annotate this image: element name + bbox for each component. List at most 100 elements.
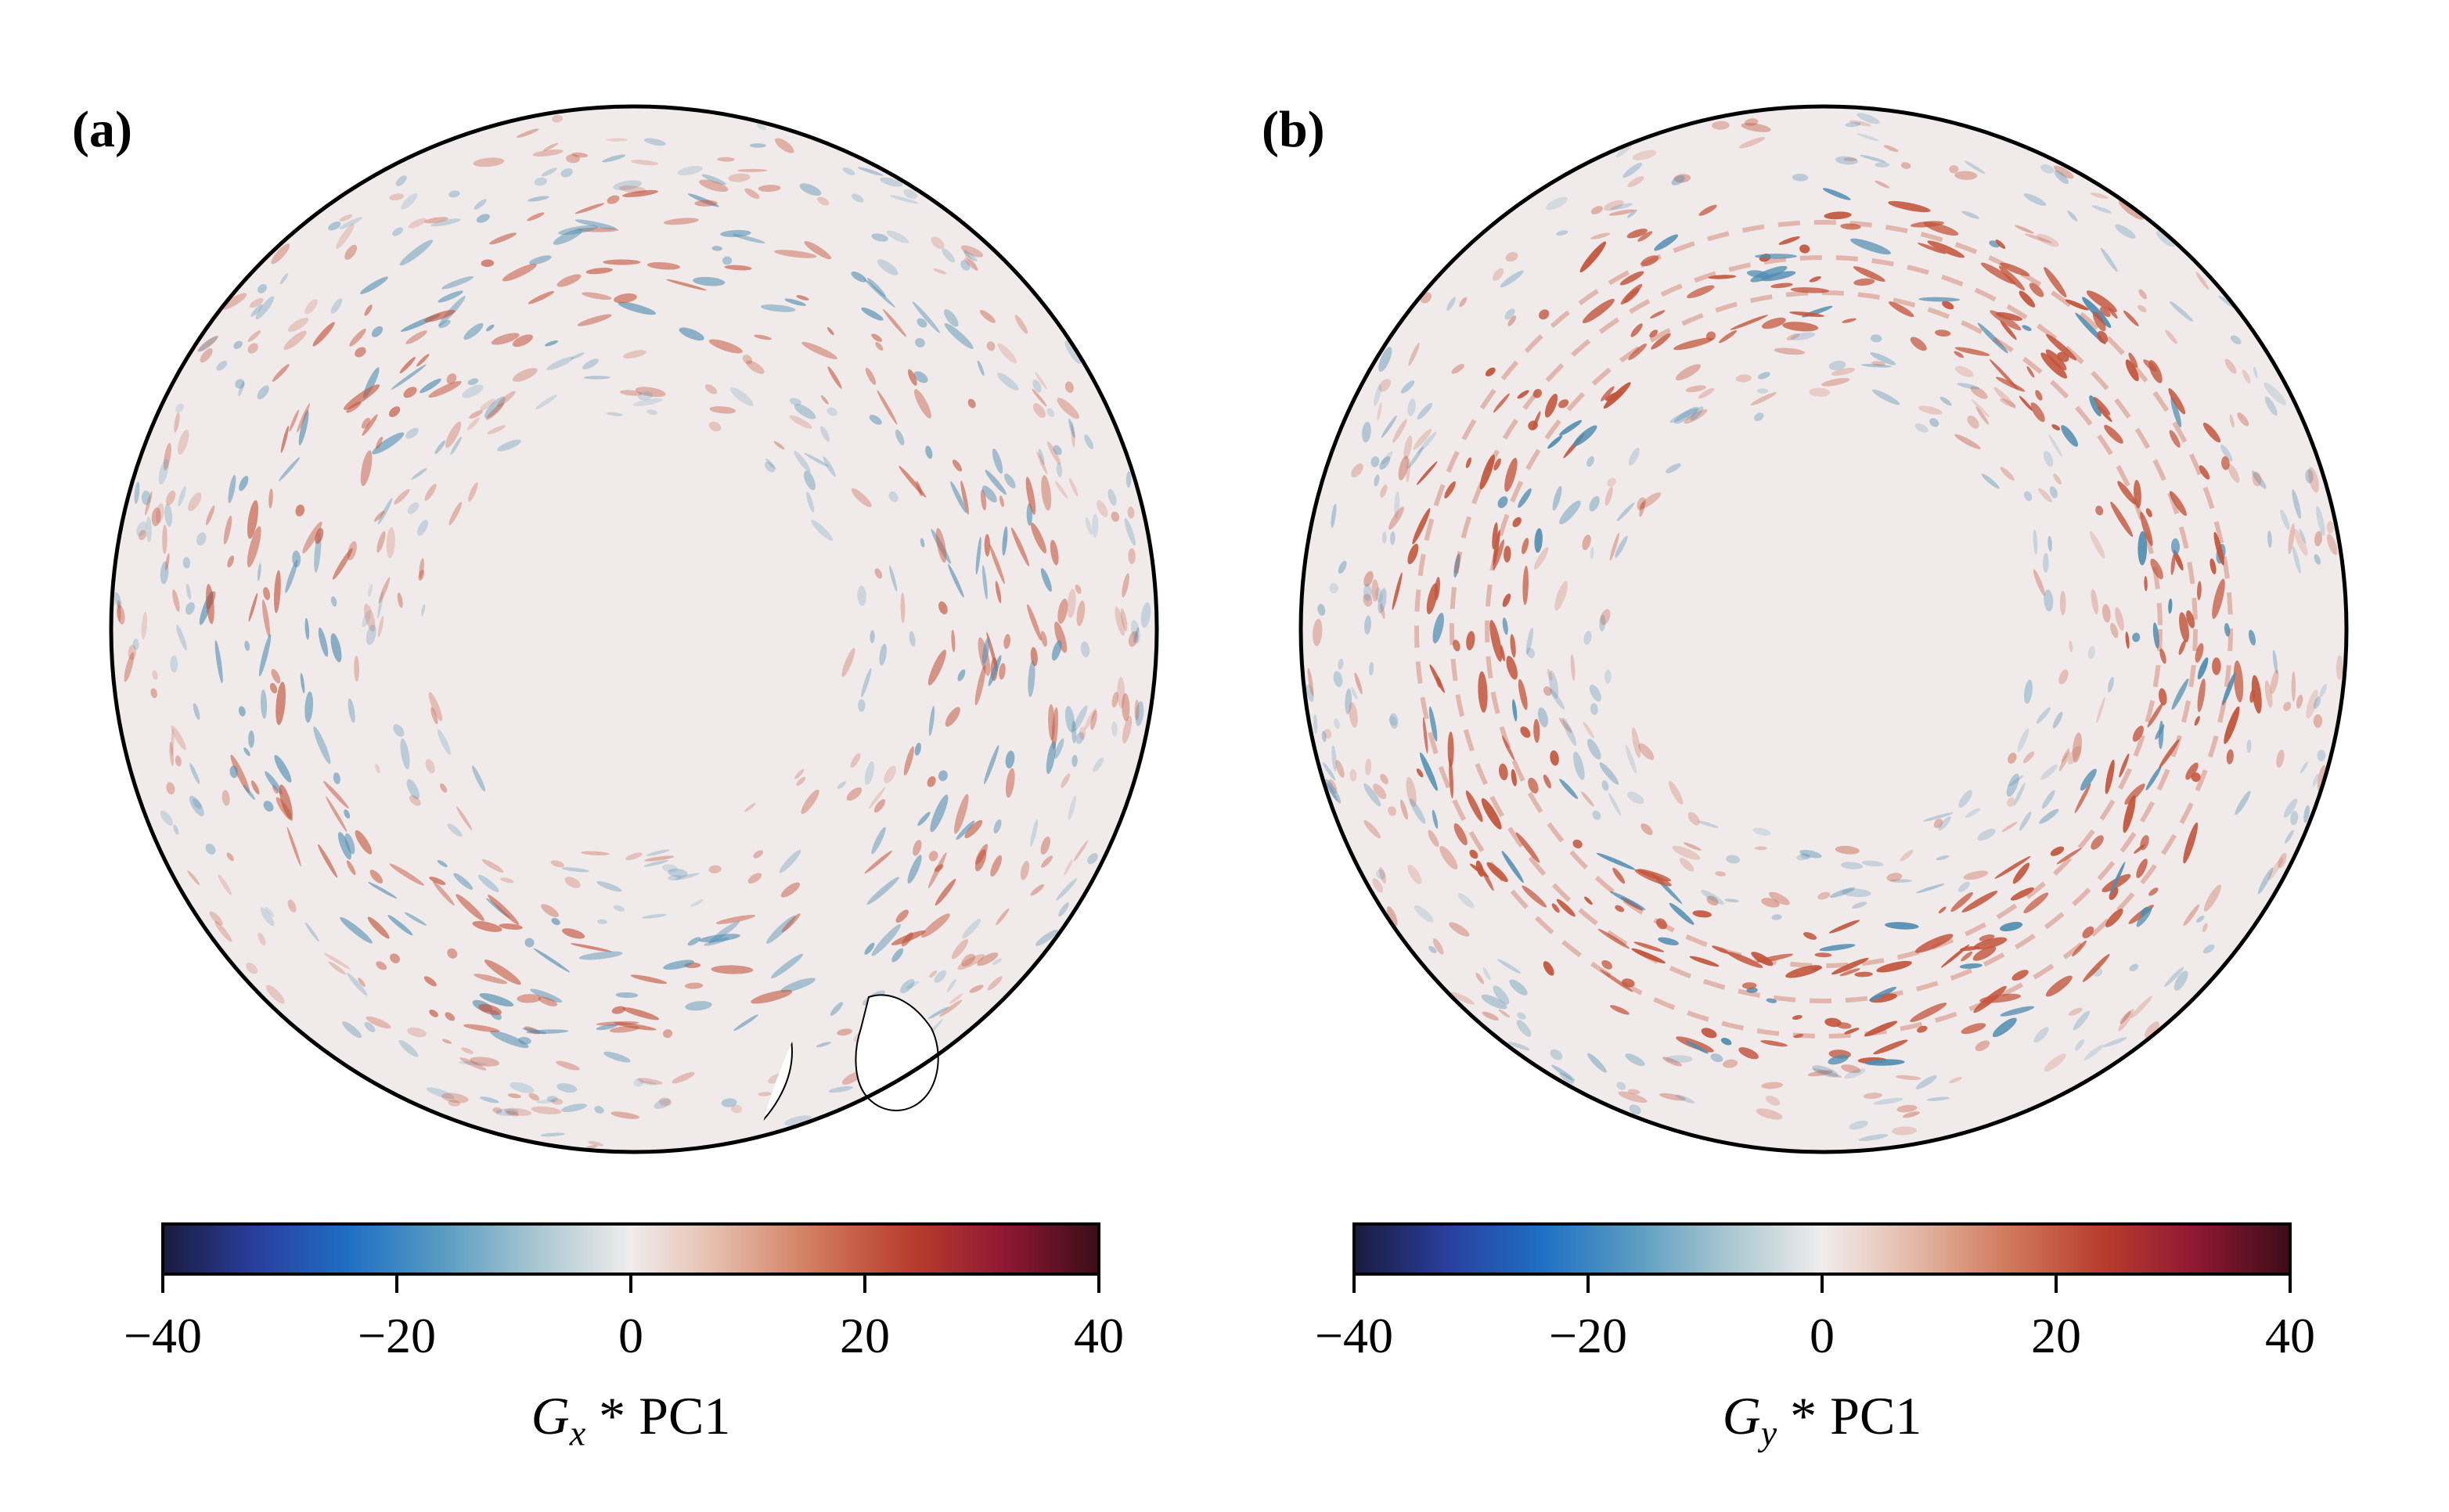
anomaly-blob xyxy=(1812,1068,1842,1078)
anomaly-blob xyxy=(1628,343,1647,361)
anomaly-blob xyxy=(877,390,898,425)
anomaly-blob xyxy=(533,948,571,973)
anomaly-blob xyxy=(171,725,186,751)
anomaly-blob xyxy=(1900,162,1911,169)
anomaly-blob xyxy=(1517,1012,1526,1020)
anomaly-blob xyxy=(1701,1028,1717,1039)
anomaly-blob xyxy=(1803,931,1817,940)
anomaly-blob xyxy=(1117,677,1125,709)
anomaly-blob xyxy=(1608,793,1622,816)
anomaly-blob xyxy=(928,705,935,736)
anomaly-blob xyxy=(1979,934,1995,941)
anomaly-blob xyxy=(1790,287,1829,293)
anomaly-blob xyxy=(2314,531,2323,547)
anomaly-blob xyxy=(1852,902,1867,909)
anomaly-blob xyxy=(846,787,863,801)
anomaly-blob xyxy=(1666,463,1681,473)
anomaly-blob xyxy=(914,743,921,756)
anomaly-blob xyxy=(462,384,484,398)
anomaly-blob xyxy=(864,761,874,785)
anomaly-blob xyxy=(337,832,351,860)
acc-front-band xyxy=(1414,220,2233,1039)
anomaly-blob xyxy=(430,218,461,227)
anomaly-blob xyxy=(1807,1070,1833,1077)
anomaly-blob xyxy=(900,979,915,993)
anomaly-blob xyxy=(607,195,620,204)
anomaly-blob xyxy=(576,227,619,232)
anomaly-blob xyxy=(2130,995,2153,1019)
anomaly-blob xyxy=(615,992,639,999)
anomaly-blob xyxy=(1092,513,1099,538)
anomaly-blob xyxy=(934,970,947,983)
anomaly-blob xyxy=(1036,451,1048,475)
anomaly-blob xyxy=(421,603,426,617)
anomaly-blob xyxy=(1610,1005,1630,1015)
anomaly-blob xyxy=(1046,408,1055,417)
anomaly-blob xyxy=(1489,620,1503,662)
anomaly-blob xyxy=(423,309,456,322)
anomaly-blob xyxy=(1363,593,1373,607)
anomaly-blob xyxy=(1502,593,1511,607)
anomaly-blob xyxy=(875,342,884,351)
anomaly-blob xyxy=(1942,301,1954,310)
anomaly-blob xyxy=(1386,905,1398,927)
anomaly-blob xyxy=(1057,398,1080,419)
anomaly-blob xyxy=(474,199,487,210)
anomaly-blob xyxy=(675,873,700,880)
anomaly-blob xyxy=(527,196,549,202)
anomaly-blob xyxy=(532,149,564,157)
anomaly-blob xyxy=(997,343,1017,364)
anomaly-blob xyxy=(1601,959,1612,970)
anomaly-blob xyxy=(779,849,801,873)
anomaly-blob xyxy=(1032,388,1047,407)
anomaly-blob xyxy=(2046,333,2077,361)
anomaly-blob xyxy=(1977,828,1996,841)
anomaly-blob xyxy=(1910,221,1945,228)
anomaly-blob xyxy=(423,217,448,224)
anomaly-blob xyxy=(114,592,122,609)
anomaly-blob xyxy=(330,633,342,663)
colorbar-a-tick-label: 0 xyxy=(618,1308,643,1363)
anomaly-blob xyxy=(1918,297,1961,302)
anomaly-blob xyxy=(1064,340,1082,364)
acc-front-band xyxy=(1485,290,2163,968)
anomaly-blob xyxy=(1596,852,1636,870)
anomaly-blob xyxy=(2257,867,2274,895)
anomaly-blob xyxy=(1135,700,1144,726)
anomaly-blob xyxy=(1622,162,1642,178)
anomaly-blob xyxy=(1609,891,1646,910)
anomaly-blob xyxy=(2061,748,2070,763)
anomaly-blob xyxy=(1559,1072,1574,1084)
anomaly-blob xyxy=(263,587,271,600)
anomaly-blob xyxy=(1133,627,1140,643)
anomaly-blob xyxy=(2010,887,2034,901)
anomaly-blob xyxy=(531,1106,562,1114)
anomaly-blob xyxy=(594,1106,604,1114)
anomaly-blob xyxy=(2026,365,2035,378)
anomaly-blob xyxy=(1380,773,1388,785)
anomaly-blob xyxy=(1025,477,1036,515)
anomaly-blob xyxy=(2336,655,2343,680)
anomaly-blob xyxy=(1590,232,1611,239)
anomaly-blob xyxy=(2008,775,2023,787)
anomaly-blob xyxy=(895,429,905,445)
anomaly-blob xyxy=(447,948,458,959)
anomaly-blob xyxy=(1041,474,1052,511)
anomaly-blob xyxy=(2168,388,2186,415)
anomaly-blob xyxy=(1761,1082,1783,1089)
anomaly-blob xyxy=(1616,1082,1626,1090)
anomaly-blob xyxy=(582,292,612,301)
anomaly-blob xyxy=(2082,926,2094,938)
anomaly-blob xyxy=(1885,922,1919,930)
anomaly-blob xyxy=(1586,738,1601,760)
anomaly-blob xyxy=(1673,174,1691,183)
anomaly-blob xyxy=(1537,707,1548,728)
anomaly-blob xyxy=(2091,205,2112,214)
anomaly-blob xyxy=(1761,317,1786,329)
anomaly-blob xyxy=(1766,998,1777,1003)
anomaly-blob xyxy=(1961,211,1980,219)
anomaly-blob xyxy=(935,878,956,906)
anomaly-blob xyxy=(1829,887,1856,898)
anomaly-blob xyxy=(708,865,722,873)
anomaly-blob xyxy=(863,278,895,308)
